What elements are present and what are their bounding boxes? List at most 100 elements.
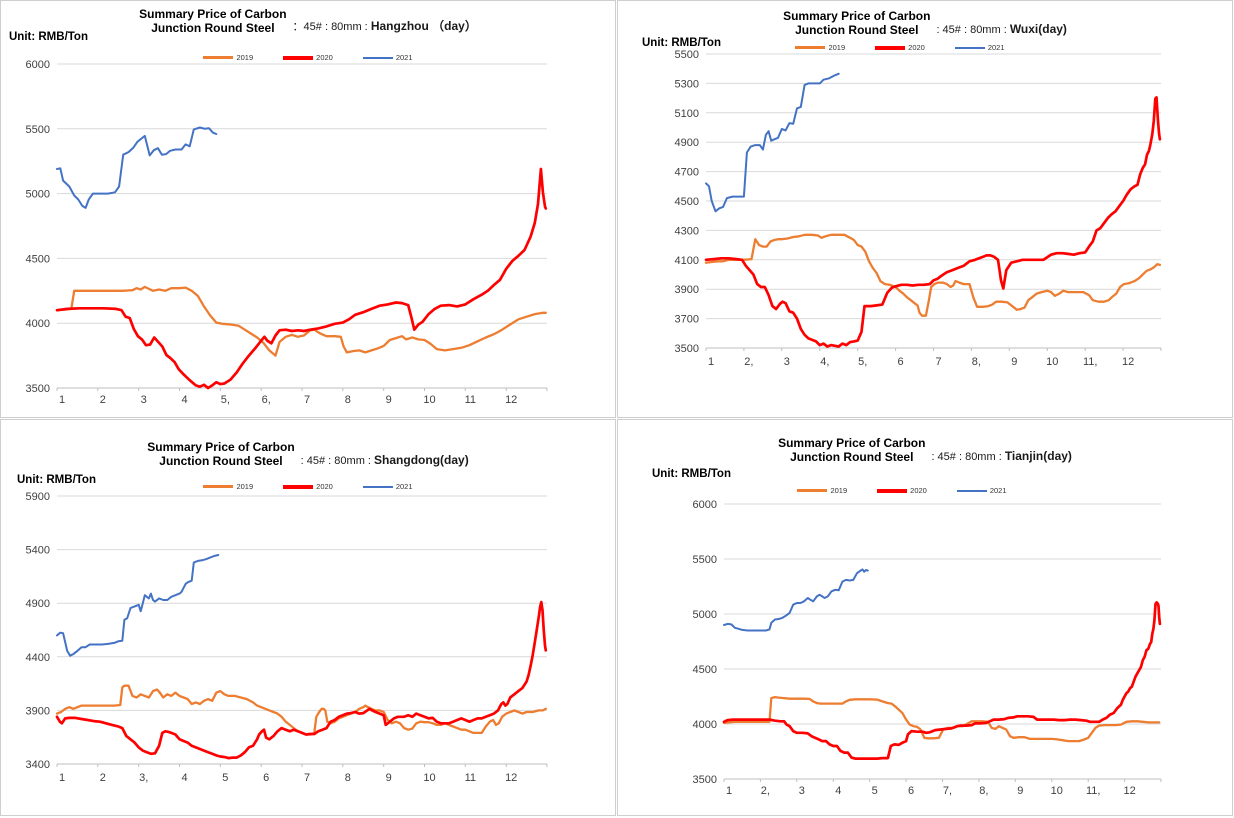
x-axis-tick-label: 3 (784, 356, 790, 368)
x-axis-tick-label: 2 (100, 394, 106, 406)
x-axis-tick-label: 9 (386, 394, 392, 406)
y-axis-tick-label: 3700 (675, 314, 699, 326)
legend-line-swatch (956, 489, 987, 492)
legend-line-swatch (203, 56, 234, 59)
x-axis-tick-label: 4 (835, 785, 841, 797)
legend-item-2021: 2021 (362, 53, 413, 62)
x-axis-tick-label: 2, (744, 356, 753, 368)
series-line-2019 (55, 285, 547, 357)
legend-line-swatch (283, 484, 314, 489)
x-axis-tick-label: 8 (345, 394, 351, 406)
legend-label: 2021 (395, 53, 413, 62)
chart-panel-shangdong: 5900 5400 4900 4400 3900 3400 1 2 3, 4 5 6 7 8 9 10 11 12… (0, 419, 616, 816)
wuxi-line-chart: 5500 5300 5100 4900 4700 4500 4300 4100 3900 3700… (675, 49, 1162, 368)
legend-line-swatch (954, 46, 985, 49)
series-line-2021 (56, 126, 218, 209)
chart-legend: 2019 2020 2021 (618, 486, 1186, 495)
y-axis-tick-label: 5300 (675, 78, 699, 90)
x-axis-tick-label: 11, (1083, 356, 1097, 368)
legend-item-2021: 2021 (362, 482, 413, 491)
unit-label: Unit: RMB/Ton (652, 468, 731, 480)
x-axis-tick-label: 2, (761, 785, 770, 797)
series-line-2021 (705, 72, 840, 213)
y-axis-tick-label: 4900 (675, 137, 699, 149)
x-axis-tick-label: 5, (221, 394, 230, 406)
x-axis-tick-label: 3 (799, 785, 805, 797)
y-axis-tick-label: 4700 (675, 167, 699, 179)
series-line-2019 (704, 233, 1162, 317)
x-axis-tick-label: 5 (872, 785, 878, 797)
y-axis-tick-label: 4000 (26, 318, 50, 330)
x-axis-tick-label: 9 (386, 772, 392, 784)
legend-label: 2020 (908, 43, 925, 52)
legend-item-2019: 2019 (797, 486, 847, 495)
tianjin-line-chart: 6000 5500 5000 4500 4000 3500 1 2, 3 4 5 6 7, 8, 9 10 11… (693, 499, 1162, 797)
chart-legend: 2019 2020 2021 (618, 43, 1182, 52)
legend-item-2019: 2019 (203, 53, 253, 62)
x-axis-tick-label: 6 (908, 785, 914, 797)
chart-panel-wuxi: 5500 5300 5100 4900 4700 4500 4300 4100 3900 3700… (617, 0, 1233, 418)
legend-label: 2021 (987, 43, 1005, 52)
y-axis-tick-label: 5500 (693, 554, 717, 566)
chart-legend: 2019 2020 2021 (1, 482, 615, 491)
legend-line-swatch (877, 488, 908, 493)
legend-item-2020: 2020 (875, 43, 925, 52)
unit-label: Unit: RMB/Ton (642, 37, 721, 49)
y-axis-tick-label: 3900 (675, 284, 699, 296)
x-axis-tick-label: 1 (59, 772, 65, 784)
legend-line-swatch (203, 485, 234, 488)
legend-label: 2019 (236, 482, 254, 491)
y-axis-tick-label: 3500 (693, 774, 717, 786)
x-axis-tick-label: 11, (1086, 785, 1100, 797)
x-axis-tick-label: 7 (304, 394, 310, 406)
unit-label: Unit: RMB/Ton (9, 31, 88, 43)
x-axis-tick-label: 1 (708, 356, 714, 368)
legend-item-2021: 2021 (954, 43, 1005, 52)
legend-label: 2021 (989, 486, 1007, 495)
x-axis-tick-label: 11 (465, 394, 476, 406)
legend-item-2019: 2019 (203, 482, 253, 491)
x-axis-tick-label: 12 (505, 394, 517, 406)
legend-label: 2020 (910, 486, 927, 495)
x-axis-tick-label: 12 (1122, 356, 1134, 368)
legend-item-2020: 2020 (877, 486, 927, 495)
x-axis-tick-label: 7 (935, 356, 941, 368)
series-line-2020 (704, 96, 1162, 348)
y-axis-tick-label: 5400 (26, 545, 50, 557)
x-axis-tick-label: 12 (505, 772, 517, 784)
x-axis-tick-label: 10 (1046, 356, 1058, 368)
y-axis-tick-label: 4500 (26, 253, 50, 265)
x-axis-tick-label: 9 (1017, 785, 1023, 797)
x-axis-tick-label: 1 (726, 785, 732, 797)
chart-panel-hangzhou: 6000 5500 5000 4500 4000 3500 1 2 3 4 5, 6, 7 8 9 10 11 1… (0, 0, 616, 418)
legend-line-swatch (797, 489, 828, 492)
y-axis-tick-label: 5500 (675, 49, 699, 61)
x-axis-tick-label: 9 (1011, 356, 1017, 368)
legend-label: 2020 (316, 53, 333, 62)
legend-line-swatch (283, 55, 314, 60)
y-axis-tick-label: 6000 (693, 499, 717, 511)
x-axis-tick-label: 4 (181, 394, 187, 406)
y-axis-tick-label: 5000 (26, 189, 50, 201)
x-axis-tick-label: 4 (181, 772, 187, 784)
y-axis-tick-label: 4500 (675, 196, 699, 208)
x-axis-tick-label: 3 (141, 394, 147, 406)
y-axis-tick-label: 6000 (26, 59, 50, 71)
series-line-2019 (55, 684, 547, 736)
x-axis-tick-label: 6 (263, 772, 269, 784)
series-line-2020 (55, 600, 548, 760)
series-line-2021 (723, 568, 869, 632)
legend-label: 2019 (828, 43, 846, 52)
y-axis-tick-label: 3900 (26, 705, 50, 717)
x-axis-tick-label: 10 (423, 772, 435, 784)
x-axis-tick-label: 7, (943, 785, 952, 797)
y-axis-tick-label: 3500 (675, 343, 699, 355)
x-axis-tick-label: 10 (423, 394, 435, 406)
y-axis-tick-label: 5900 (26, 491, 50, 503)
x-axis-tick-label: 11 (465, 772, 476, 784)
series-line-2019 (722, 695, 1161, 743)
legend-label: 2019 (830, 486, 848, 495)
y-axis-tick-label: 3500 (26, 383, 50, 395)
